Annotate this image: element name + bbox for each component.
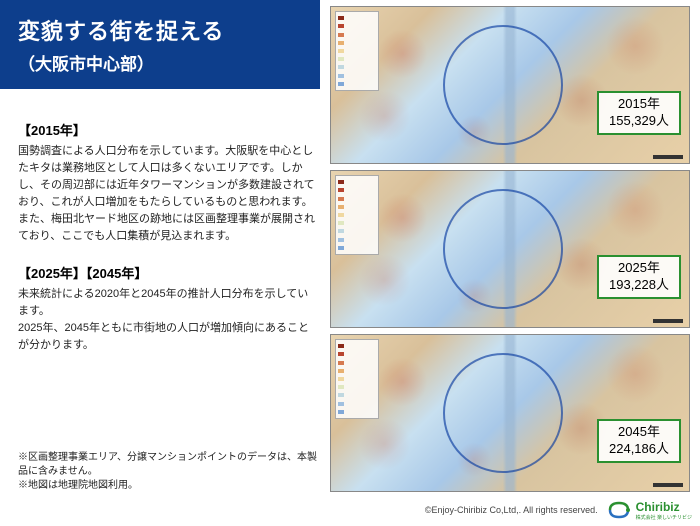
footer: ©Enjoy-Chiribiz Co,Ltd,. All rights rese… <box>425 499 692 521</box>
population-label: 2045年224,186人 <box>597 419 681 463</box>
logo-subtext: 株式会社 楽しいチリビジ <box>636 514 692 521</box>
map-panel-2045年: 2045年224,186人 <box>330 334 690 492</box>
title-header: 変貌する街を捉える （大阪市中心部） <box>0 0 320 89</box>
label-population: 155,329人 <box>609 113 669 130</box>
section-title: 【2015年】 <box>18 120 318 139</box>
logo-text-wrap: Chiribiz 株式会社 楽しいチリビジ <box>636 500 692 521</box>
focus-circle <box>443 353 563 473</box>
focus-circle <box>443 189 563 309</box>
main-title: 変貌する街を捉える <box>18 14 302 46</box>
label-year: 2015年 <box>609 96 669 113</box>
label-population: 193,228人 <box>609 277 669 294</box>
map-legend <box>335 175 379 255</box>
logo-text: Chiribiz <box>636 500 692 514</box>
label-year: 2045年 <box>609 424 669 441</box>
maps-column: 2015年155,329人 2025年193,228人 2045年224,186人 <box>330 6 690 498</box>
population-label: 2015年155,329人 <box>597 91 681 135</box>
text-column: 【2015年】 国勢調査による人口分布を示しています。大阪駅を中心としたキタは業… <box>18 120 318 372</box>
subtitle: （大阪市中心部） <box>18 50 302 75</box>
section-title: 【2025年】【2045年】 <box>18 263 318 282</box>
section-2025-2045: 【2025年】【2045年】 未来統計による2020年と2045年の推計人口分布… <box>18 263 318 354</box>
brand-logo: Chiribiz 株式会社 楽しいチリビジ <box>606 499 692 521</box>
scale-bar <box>653 319 683 323</box>
logo-icon <box>606 499 632 521</box>
label-year: 2025年 <box>609 260 669 277</box>
label-population: 224,186人 <box>609 441 669 458</box>
map-panel-2025年: 2025年193,228人 <box>330 170 690 328</box>
map-legend <box>335 11 379 91</box>
footnotes: ※区画整理事業エリア、分譲マンションポイントのデータは、本製品に含みません。 ※… <box>18 451 318 493</box>
map-panel-2015年: 2015年155,329人 <box>330 6 690 164</box>
section-body: 未来統計による2020年と2045年の推計人口分布を示しています。 2025年、… <box>18 286 318 354</box>
copyright-text: ©Enjoy-Chiribiz Co,Ltd,. All rights rese… <box>425 505 598 515</box>
section-2015: 【2015年】 国勢調査による人口分布を示しています。大阪駅を中心としたキタは業… <box>18 120 318 245</box>
note-line: ※区画整理事業エリア、分譲マンションポイントのデータは、本製品に含みません。 <box>18 451 318 479</box>
scale-bar <box>653 483 683 487</box>
population-label: 2025年193,228人 <box>597 255 681 299</box>
section-body: 国勢調査による人口分布を示しています。大阪駅を中心としたキタは業務地区として人口… <box>18 143 318 245</box>
scale-bar <box>653 155 683 159</box>
map-legend <box>335 339 379 419</box>
note-line: ※地図は地理院地図利用。 <box>18 479 318 493</box>
focus-circle <box>443 25 563 145</box>
